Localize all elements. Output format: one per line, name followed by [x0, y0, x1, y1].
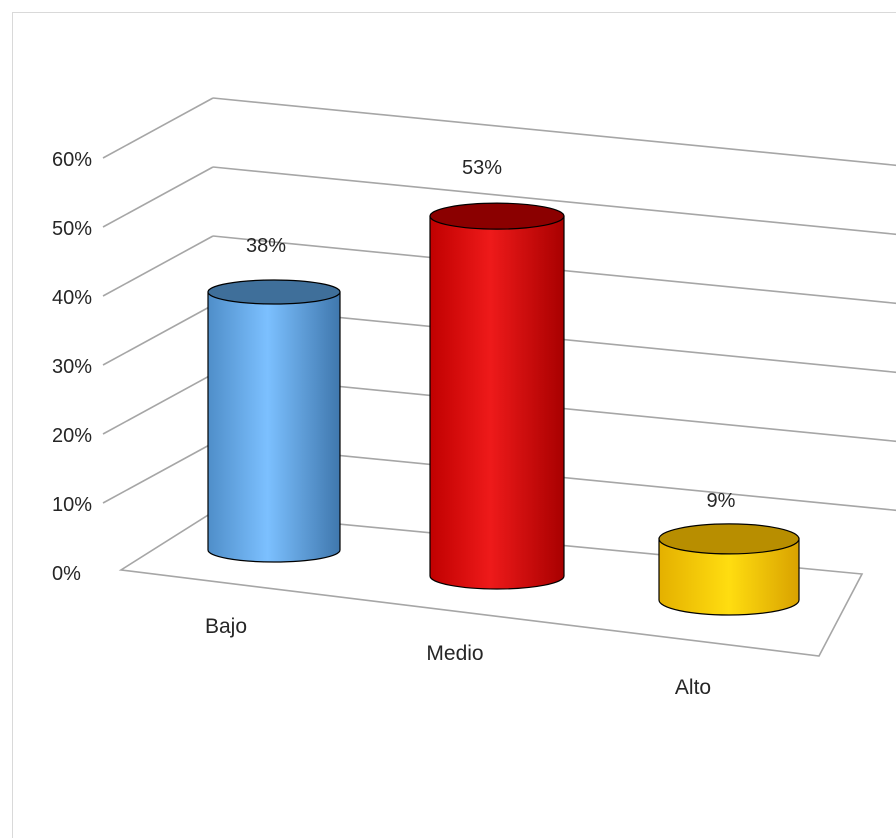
- chart-floor: [118, 511, 864, 657]
- gridline-side: [102, 304, 214, 366]
- bar-medio: [429, 202, 565, 590]
- bar-bajo: [207, 279, 341, 563]
- y-tick-label: 60%: [52, 149, 92, 171]
- x-axis-categories: Bajo Medio Alto: [205, 615, 711, 699]
- bar-alto: [658, 523, 800, 616]
- bars-layer: [207, 202, 800, 616]
- data-label: 53%: [462, 157, 502, 179]
- x-category-label: Bajo: [205, 615, 247, 638]
- y-tick-label: 0%: [52, 563, 81, 585]
- y-tick-label: 10%: [52, 494, 92, 516]
- y-tick-label: 50%: [52, 218, 92, 240]
- data-label: 38%: [246, 235, 286, 257]
- bar-body: [658, 538, 800, 616]
- gridline-side: [102, 442, 214, 504]
- gridline-back: [212, 166, 896, 236]
- gridline-side: [102, 235, 214, 297]
- data-labels-layer: 38% 53% 9%: [246, 157, 736, 512]
- gridline-side: [102, 166, 214, 228]
- x-category-label: Medio: [426, 642, 483, 665]
- y-tick-label: 30%: [52, 356, 92, 378]
- bar-body: [429, 215, 565, 590]
- gridline-side: [102, 373, 214, 435]
- gridline-side: [102, 97, 214, 159]
- bar-top: [207, 279, 341, 305]
- y-tick-label: 40%: [52, 287, 92, 309]
- bar-top: [658, 523, 800, 555]
- x-category-label: Alto: [675, 676, 711, 699]
- y-tick-label: 20%: [52, 425, 92, 447]
- y-axis-ticks: 0% 10% 20% 30% 40% 50% 60%: [52, 149, 92, 585]
- data-label: 9%: [707, 490, 736, 512]
- gridline-back: [212, 97, 896, 167]
- bar-top: [429, 202, 565, 230]
- bar-body: [207, 291, 341, 563]
